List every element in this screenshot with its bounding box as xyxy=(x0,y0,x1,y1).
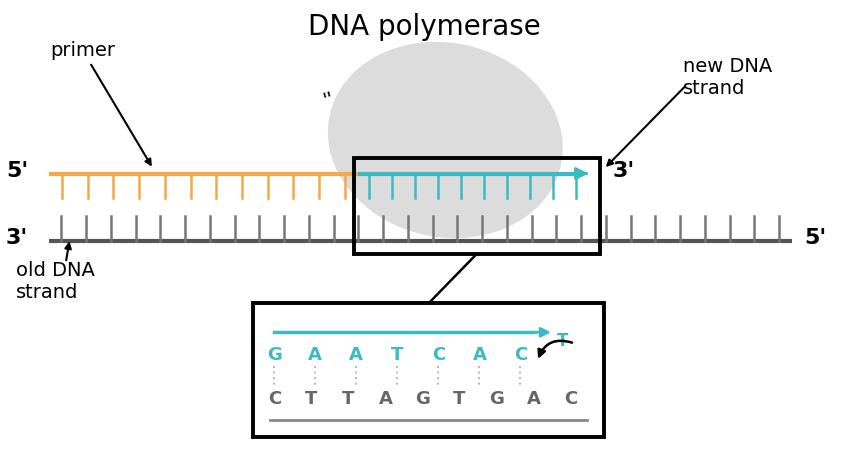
Text: T: T xyxy=(342,391,355,409)
Text: A: A xyxy=(527,391,540,409)
Bar xyxy=(254,303,604,437)
Text: G: G xyxy=(489,391,504,409)
Text: '': '' xyxy=(320,90,336,111)
Text: C: C xyxy=(513,346,527,364)
Text: 5': 5' xyxy=(804,229,826,248)
Text: T: T xyxy=(391,346,404,364)
Text: T: T xyxy=(305,391,318,409)
Text: primer: primer xyxy=(50,40,151,165)
Bar xyxy=(353,158,599,254)
Text: 3': 3' xyxy=(612,162,635,181)
Text: 3': 3' xyxy=(6,229,28,248)
Ellipse shape xyxy=(328,42,563,238)
Text: T: T xyxy=(454,391,465,409)
Text: C: C xyxy=(564,391,577,409)
Text: DNA polymerase: DNA polymerase xyxy=(308,13,541,40)
Text: old DNA
strand: old DNA strand xyxy=(16,261,94,302)
Text: C: C xyxy=(268,391,281,409)
Text: new DNA
strand: new DNA strand xyxy=(683,57,772,98)
Text: G: G xyxy=(415,391,430,409)
Text: T: T xyxy=(556,332,568,350)
Text: A: A xyxy=(472,346,486,364)
Text: A: A xyxy=(309,346,322,364)
Text: C: C xyxy=(432,346,445,364)
Text: A: A xyxy=(349,346,363,364)
Text: G: G xyxy=(267,346,282,364)
Text: A: A xyxy=(379,391,392,409)
Text: 5': 5' xyxy=(6,162,28,181)
